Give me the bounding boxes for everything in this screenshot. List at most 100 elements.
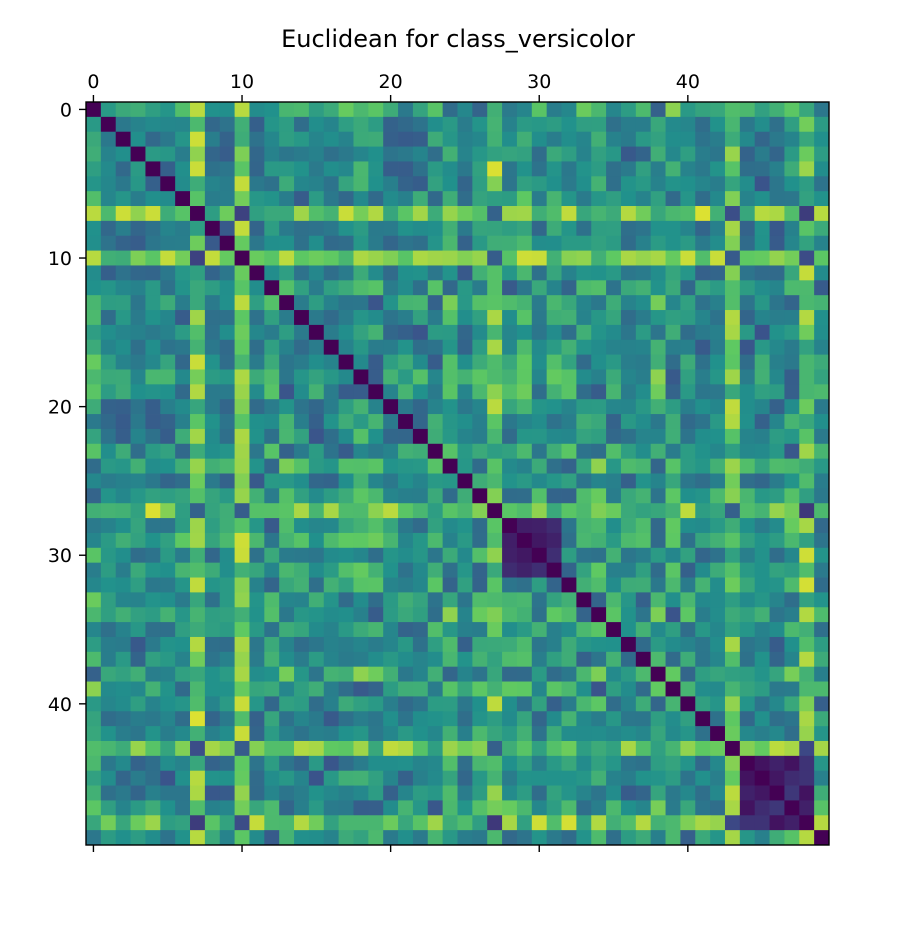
heatmap-cell bbox=[472, 131, 488, 147]
heatmap-cell bbox=[650, 651, 666, 668]
heatmap-cell bbox=[130, 800, 146, 816]
heatmap-cell bbox=[249, 711, 265, 727]
heatmap-cell bbox=[249, 622, 265, 638]
heatmap-cell bbox=[784, 488, 800, 504]
heatmap-cell bbox=[665, 131, 681, 147]
heatmap-cell bbox=[784, 711, 800, 727]
heatmap-cell bbox=[160, 607, 176, 623]
heatmap-cell bbox=[487, 622, 503, 638]
heatmap-cell bbox=[650, 770, 666, 786]
heatmap-cell bbox=[531, 785, 548, 801]
heatmap-cell bbox=[487, 265, 503, 281]
heatmap-cell bbox=[383, 176, 399, 192]
heatmap-cell bbox=[799, 547, 815, 564]
heatmap-cell bbox=[145, 503, 161, 519]
heatmap-cell bbox=[368, 488, 384, 504]
heatmap-cell bbox=[204, 354, 221, 370]
heatmap-cell bbox=[487, 324, 503, 341]
heatmap-cell bbox=[457, 220, 473, 237]
heatmap-cell bbox=[249, 592, 265, 608]
heatmap-cell bbox=[784, 339, 800, 356]
heatmap-cell bbox=[115, 235, 131, 251]
heatmap-cell bbox=[160, 681, 176, 697]
heatmap-cell bbox=[606, 102, 622, 118]
heatmap-cell bbox=[606, 755, 622, 772]
heatmap-cell bbox=[353, 532, 369, 549]
heatmap-cell bbox=[531, 711, 548, 727]
heatmap-cell bbox=[294, 369, 310, 385]
heatmap-cell bbox=[338, 206, 354, 222]
heatmap-cell bbox=[160, 666, 176, 682]
heatmap-cell bbox=[442, 547, 458, 564]
heatmap-cell bbox=[576, 220, 592, 237]
heatmap-cell bbox=[264, 131, 280, 147]
heatmap-cell bbox=[264, 176, 280, 192]
heatmap-cell bbox=[754, 711, 770, 727]
heatmap-cell bbox=[279, 191, 295, 207]
heatmap-cell bbox=[591, 443, 607, 460]
heatmap-cell bbox=[784, 622, 800, 638]
heatmap-cell bbox=[412, 622, 429, 638]
heatmap-cell bbox=[502, 220, 518, 237]
heatmap-cell bbox=[487, 473, 503, 489]
heatmap-cell bbox=[591, 740, 607, 757]
heatmap-cell bbox=[724, 830, 741, 846]
heatmap-cell bbox=[606, 310, 622, 326]
heatmap-cell bbox=[160, 636, 176, 653]
heatmap-cell bbox=[472, 518, 488, 534]
heatmap-cell bbox=[799, 310, 815, 326]
heatmap-cell bbox=[100, 815, 117, 831]
heatmap-cell bbox=[100, 622, 117, 638]
heatmap-cell bbox=[769, 146, 785, 162]
heatmap-cell bbox=[175, 770, 191, 786]
heatmap-cell bbox=[442, 369, 458, 385]
heatmap-cell bbox=[591, 592, 607, 608]
heatmap-cell bbox=[412, 562, 429, 578]
heatmap-cell bbox=[398, 473, 414, 489]
heatmap-cell bbox=[516, 681, 533, 697]
heatmap-cell bbox=[769, 830, 785, 846]
heatmap-cell bbox=[546, 681, 562, 697]
heatmap-cell bbox=[219, 458, 235, 474]
heatmap-cell bbox=[799, 339, 815, 356]
heatmap-cell bbox=[665, 636, 681, 653]
heatmap-cell bbox=[650, 428, 666, 445]
heatmap-cell bbox=[115, 800, 131, 816]
heatmap-cell bbox=[650, 785, 666, 801]
heatmap-cell bbox=[591, 696, 607, 712]
heatmap-cell bbox=[487, 310, 503, 326]
heatmap-cell bbox=[353, 191, 369, 207]
heatmap-cell bbox=[546, 592, 562, 608]
heatmap-cell bbox=[561, 518, 577, 534]
heatmap-cell bbox=[665, 458, 681, 474]
heatmap-cell bbox=[323, 176, 340, 192]
heatmap-cell bbox=[784, 265, 800, 281]
heatmap-cell bbox=[249, 116, 265, 133]
heatmap-cell bbox=[487, 102, 503, 118]
heatmap-cell bbox=[457, 354, 473, 370]
heatmap-cell bbox=[353, 265, 369, 281]
heatmap-cell bbox=[546, 443, 562, 460]
heatmap-cell bbox=[294, 428, 310, 445]
heatmap-cell bbox=[353, 636, 369, 653]
heatmap-cell bbox=[427, 815, 444, 831]
heatmap-cell bbox=[487, 711, 503, 727]
heatmap-cell bbox=[769, 651, 785, 668]
heatmap-cell bbox=[323, 547, 340, 564]
heatmap-cell bbox=[814, 369, 830, 385]
heatmap-cell bbox=[680, 443, 696, 460]
heatmap-cell bbox=[546, 414, 562, 430]
heatmap-cell bbox=[620, 458, 637, 474]
heatmap-cell bbox=[368, 830, 384, 846]
heatmap-cell bbox=[130, 696, 146, 712]
heatmap-cell bbox=[234, 711, 250, 727]
heatmap-cell bbox=[457, 785, 473, 801]
heatmap-cell bbox=[799, 176, 815, 192]
heatmap-cell bbox=[130, 206, 146, 222]
heatmap-cell bbox=[130, 310, 146, 326]
heatmap-cell bbox=[412, 131, 429, 147]
heatmap-cell bbox=[383, 547, 399, 564]
heatmap-cell bbox=[472, 636, 488, 653]
heatmap-cell bbox=[323, 116, 340, 133]
heatmap-cell bbox=[160, 369, 176, 385]
